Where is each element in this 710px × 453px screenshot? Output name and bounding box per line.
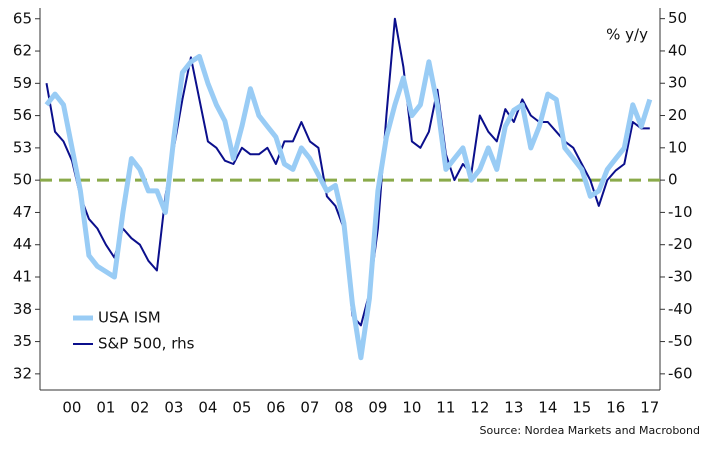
y2-tick-label: 30 (668, 74, 687, 92)
x-tick-label: 06 (266, 399, 285, 417)
y2-tick-label: -10 (668, 203, 693, 221)
x-tick-label: 13 (504, 399, 523, 417)
x-tick-label: 12 (470, 399, 489, 417)
x-tick-label: 15 (572, 399, 591, 417)
y-tick-label: 32 (13, 364, 32, 382)
x-tick-label: 01 (96, 399, 115, 417)
y2-tick-label: 50 (668, 9, 687, 27)
y-tick-label: 59 (13, 74, 32, 92)
x-tick-label: 04 (198, 399, 217, 417)
y-tick-label: 41 (13, 268, 32, 286)
y2-tick-label: -30 (668, 267, 693, 285)
x-tick-label: 11 (436, 399, 455, 417)
y2-tick-label: -40 (668, 300, 693, 318)
x-tick-label: 08 (334, 399, 353, 417)
y2-tick-label: 0 (668, 171, 678, 189)
y-tick-label: 44 (13, 235, 32, 253)
x-tick-label: 17 (640, 399, 659, 417)
y2-tick-label: 40 (668, 41, 687, 59)
y2-tick-label: -60 (668, 364, 693, 382)
y-tick-label: 62 (13, 42, 32, 60)
y2-tick-label: -20 (668, 235, 693, 253)
x-tick-label: 02 (130, 399, 149, 417)
y-tick-label: 56 (13, 106, 32, 124)
legend-label: USA ISM (98, 309, 161, 327)
y-tick-label: 50 (13, 171, 32, 189)
x-tick-label: 16 (606, 399, 625, 417)
y-tick-label: 47 (13, 203, 32, 221)
y-tick-label: 35 (13, 332, 32, 350)
x-tick-label: 09 (368, 399, 387, 417)
series-line (44, 53, 653, 361)
y2-tick-label: -50 (668, 332, 693, 350)
x-tick-label: 05 (232, 399, 251, 417)
y-tick-label: 65 (13, 9, 32, 27)
x-tick-label: 10 (402, 399, 421, 417)
source: Source: Nordea Markets and Macrobond (480, 424, 700, 437)
annotation: % y/y (606, 26, 648, 44)
y2-tick-label: 20 (668, 106, 687, 124)
x-tick-label: 03 (164, 399, 183, 417)
y-tick-label: 38 (13, 300, 32, 318)
y-tick-label: 53 (13, 138, 32, 156)
x-tick-label: 00 (62, 399, 81, 417)
x-tick-label: 07 (300, 399, 319, 417)
x-tick-label: 14 (538, 399, 557, 417)
legend-label: S&P 500, rhs (98, 335, 195, 353)
y2-tick-label: 10 (668, 138, 687, 156)
